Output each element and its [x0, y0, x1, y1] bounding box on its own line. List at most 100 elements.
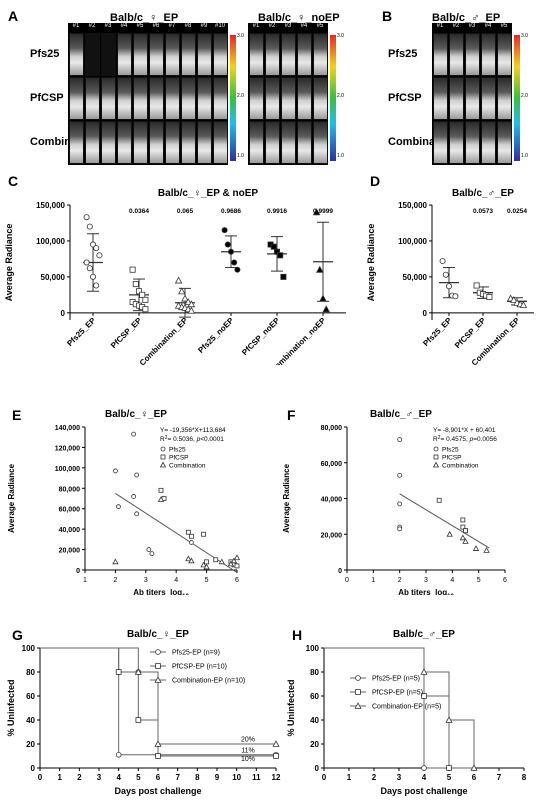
percent-annotation: 10% [241, 756, 255, 763]
b-mouse-image [465, 77, 480, 120]
chart-title: Balb/c_♀_EP [105, 409, 167, 420]
b-mouse-image [449, 77, 464, 120]
data-point [397, 526, 403, 532]
legend-marker [159, 461, 167, 468]
data-point [155, 753, 161, 759]
y-tick-label: 100,000 [398, 237, 427, 246]
data-point [129, 266, 136, 273]
legend-label: PfCSP [442, 455, 462, 462]
panel-b: Balb/c_♂_EP Pfs25 PfCSP Combination #1 #2 #3 #… [372, 0, 550, 165]
x-tick-label: 2 [77, 773, 82, 782]
a-mouse-image [181, 121, 196, 164]
legend-label: Combination-EP (n=5) [372, 704, 441, 711]
legend-label: PfCSP-EP (n=5) [372, 690, 423, 697]
x-tick-label: 3 [144, 577, 148, 584]
data-point [113, 468, 118, 474]
data-point [446, 283, 453, 290]
r-squared-superscript: 2 [438, 435, 441, 441]
p-value: 0.9916 [267, 208, 287, 215]
data-point [93, 282, 100, 289]
a-column-label: #2 [88, 23, 96, 29]
data-point [142, 296, 149, 303]
a-mouse-image [149, 33, 164, 76]
b-colorbar-label: 3.0 [521, 33, 528, 39]
p-value: 0.9999 [313, 208, 333, 215]
x-tick-label: 1 [57, 773, 62, 782]
data-point [86, 265, 93, 272]
b-row-label: PfCSP [388, 92, 422, 104]
a-mouse-image [197, 77, 212, 120]
y-tick-label: 20 [26, 740, 35, 749]
r-squared-value: = 0.5036, [167, 436, 196, 443]
y-tick-label: 20 [310, 740, 319, 749]
a-column-label: #8 [184, 23, 192, 29]
data-point [224, 241, 231, 248]
x-tick-label: Pfs25_EP [65, 315, 98, 348]
data-point [218, 558, 225, 565]
legend-label: Pfs25 [169, 447, 186, 454]
data-point [436, 497, 442, 503]
data-point [115, 752, 122, 758]
b-column-label: #2 [452, 23, 460, 29]
data-point [280, 273, 287, 280]
regression-equation: Y= -19,356*X+113,684 [160, 427, 226, 434]
data-point [213, 557, 219, 563]
a-mouse-image [101, 77, 116, 120]
legend-label: Pfs25-EP (n=5) [372, 676, 420, 683]
p-value: <0.0001 [200, 436, 224, 443]
a-mouse-image [181, 77, 196, 120]
x-tick-label: 1 [371, 577, 375, 584]
r-squared-superscript: 2 [165, 435, 168, 441]
data-point [154, 740, 162, 747]
y-tick-label: 40,000 [321, 497, 343, 504]
y-tick-label: 100,000 [36, 237, 65, 246]
x-tick-label: 2 [113, 577, 117, 584]
legend-marker [432, 461, 440, 468]
data-point [188, 533, 194, 539]
x-tick-label: 4 [174, 577, 178, 584]
legend-label: Pfs25-EP (n=9) [172, 650, 220, 657]
a-colorbar [230, 35, 236, 161]
x-tick-label: 6 [235, 577, 239, 584]
data-point [131, 431, 137, 437]
data-point [188, 557, 195, 564]
p-value: =0.0056 [473, 436, 497, 443]
y-tick-label: 50,000 [41, 273, 66, 282]
data-point [472, 545, 480, 551]
b-mouse-image [497, 33, 512, 76]
b-mouse-image [449, 121, 464, 164]
data-point [397, 472, 403, 478]
data-point [134, 472, 140, 478]
y-tick-label: 80 [26, 668, 35, 677]
x-axis-label: Ab titers_log10 [398, 588, 454, 595]
panel-label-a: A [8, 8, 19, 24]
data-point [230, 557, 238, 564]
y-tick-label: 0 [315, 764, 320, 773]
b-mouse-image [465, 121, 480, 164]
legend-label: Combination [169, 463, 206, 470]
y-tick-label: 80,000 [59, 486, 81, 493]
survival-line [40, 647, 276, 757]
data-point [181, 294, 189, 302]
data-point [519, 300, 528, 308]
data-point [203, 563, 210, 570]
data-point [277, 252, 284, 259]
x-tick-label: 8 [522, 773, 527, 782]
y-tick-label: 60 [310, 692, 319, 701]
p-label: p [196, 436, 201, 443]
data-point [149, 551, 155, 557]
chart-h: H Balb/c_♂_EP 100 80 60 40 20 00 1 2 3 4 5 6 7 8 % Uninf… [286, 627, 527, 796]
b-colorbar-label: 2.0 [521, 93, 528, 99]
regression-line [115, 493, 238, 573]
a-column-label: #6 [152, 23, 160, 29]
a-mouse-image [213, 33, 228, 76]
x-tick-label: 0 [345, 577, 349, 584]
data-point [157, 496, 165, 502]
a-mouse-image [85, 33, 100, 76]
data-point [204, 559, 210, 565]
a-mouse-image [265, 121, 280, 164]
a-mouse-image [281, 33, 296, 76]
y-tick-label: 100 [306, 644, 320, 653]
a-mouse-image [165, 33, 180, 76]
x-tick-label: 4 [116, 773, 121, 782]
